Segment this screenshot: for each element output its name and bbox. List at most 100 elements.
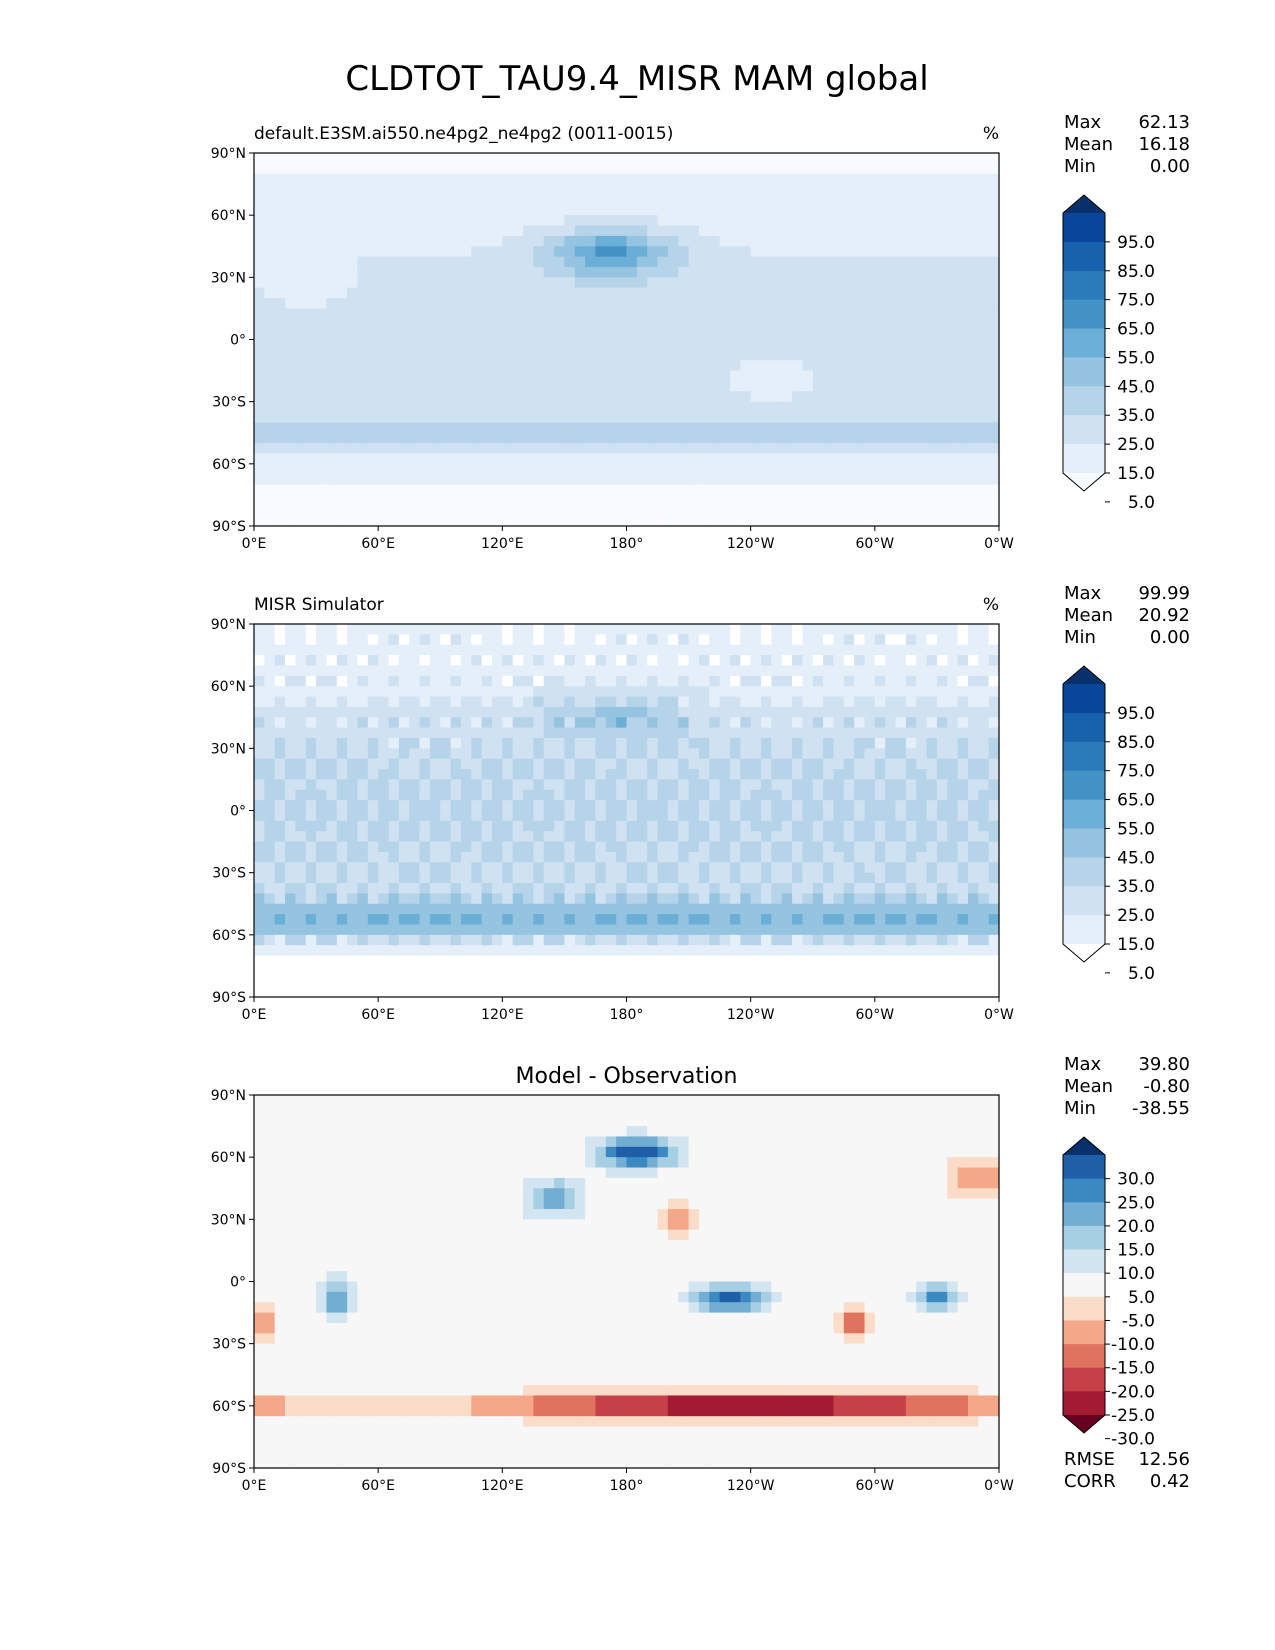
field-cell xyxy=(523,453,534,465)
field-cell xyxy=(605,494,617,506)
field-cell xyxy=(792,432,804,444)
field-cell xyxy=(678,883,690,894)
field-obs xyxy=(254,624,999,997)
field-cell xyxy=(729,204,741,216)
field-cell xyxy=(854,914,866,926)
field-cell xyxy=(967,634,979,646)
field-cell xyxy=(688,903,700,915)
field-cell xyxy=(564,246,576,258)
field-cell xyxy=(533,872,545,884)
field-cell xyxy=(481,851,493,863)
field-cell xyxy=(967,717,979,729)
field-cell xyxy=(802,717,814,729)
field-cell xyxy=(926,758,938,770)
field-cell xyxy=(305,841,317,853)
field-cell xyxy=(388,872,400,884)
field-cell xyxy=(647,256,659,268)
field-cell xyxy=(729,914,741,926)
field-cell xyxy=(978,727,990,739)
field-cell xyxy=(854,412,866,423)
field-cell xyxy=(843,235,855,247)
field-cell xyxy=(574,246,586,258)
field-cell xyxy=(574,748,586,760)
field-cell xyxy=(616,266,628,278)
field-cell xyxy=(326,758,338,770)
field-cell xyxy=(523,706,534,718)
field-cell xyxy=(316,391,328,403)
field-cell xyxy=(895,675,907,687)
field-cell xyxy=(585,153,597,164)
field-cell xyxy=(926,484,938,496)
field-cell xyxy=(554,841,566,853)
field-cell xyxy=(471,851,483,863)
stat-value: 16.18 xyxy=(1138,134,1190,155)
field-cell xyxy=(254,453,265,465)
field-cell xyxy=(781,515,793,526)
field-cell xyxy=(812,903,824,915)
field-cell xyxy=(429,945,441,957)
field-cell xyxy=(595,339,607,351)
field-cell xyxy=(357,298,369,310)
field-cell xyxy=(729,298,741,310)
field-cell xyxy=(636,235,648,247)
field-cell xyxy=(543,624,555,635)
field-cell xyxy=(564,717,576,729)
field-cell xyxy=(254,443,265,455)
field-cell xyxy=(709,820,721,832)
field-cell xyxy=(802,737,814,749)
field-cell xyxy=(254,862,265,874)
field-cell xyxy=(719,624,731,635)
field-cell xyxy=(543,675,555,687)
field-cell xyxy=(657,380,669,392)
field-cell xyxy=(564,194,576,206)
field-cell xyxy=(523,862,534,874)
field-cell xyxy=(957,872,969,884)
field-cell xyxy=(678,945,690,957)
field-cell xyxy=(626,494,638,506)
field-cell xyxy=(491,737,503,749)
field-cell xyxy=(274,453,286,465)
field-cell xyxy=(605,235,617,247)
field-cell xyxy=(295,246,307,258)
field-cell xyxy=(667,308,679,320)
field-cell xyxy=(957,287,969,299)
field-cell xyxy=(595,194,607,206)
field-cell xyxy=(429,717,441,729)
field-cell xyxy=(771,862,783,874)
field-cell xyxy=(595,173,607,185)
field-cell xyxy=(698,215,710,227)
field-cell xyxy=(326,422,338,434)
field-cell xyxy=(988,443,999,455)
field-cell xyxy=(636,194,648,206)
field-cell xyxy=(750,391,762,403)
field-cell xyxy=(440,779,452,791)
field-cell xyxy=(988,779,999,791)
field-cell xyxy=(605,318,617,330)
field-cell xyxy=(460,494,472,506)
field-cell xyxy=(367,215,379,227)
field-cell xyxy=(719,820,731,832)
field-cell xyxy=(543,298,555,310)
field-cell xyxy=(988,153,999,164)
field-cell xyxy=(781,422,793,434)
field-cell xyxy=(864,287,876,299)
field-cell xyxy=(729,308,741,320)
field-cell xyxy=(419,277,431,289)
field-cell xyxy=(709,256,721,268)
field-cell xyxy=(409,789,421,801)
field-cell xyxy=(709,194,721,206)
field-cell xyxy=(295,624,307,635)
field-cell xyxy=(336,194,348,206)
field-cell xyxy=(595,505,607,517)
field-cell xyxy=(419,883,431,894)
field-cell xyxy=(616,153,628,164)
field-cell xyxy=(781,696,793,708)
field-cell xyxy=(264,893,276,905)
field-cell xyxy=(740,349,752,361)
field-cell xyxy=(398,820,410,832)
field-cell xyxy=(316,443,328,455)
field-cell xyxy=(709,453,721,465)
field-cell xyxy=(978,194,990,206)
field-cell xyxy=(688,634,700,646)
field-cell xyxy=(326,924,338,936)
